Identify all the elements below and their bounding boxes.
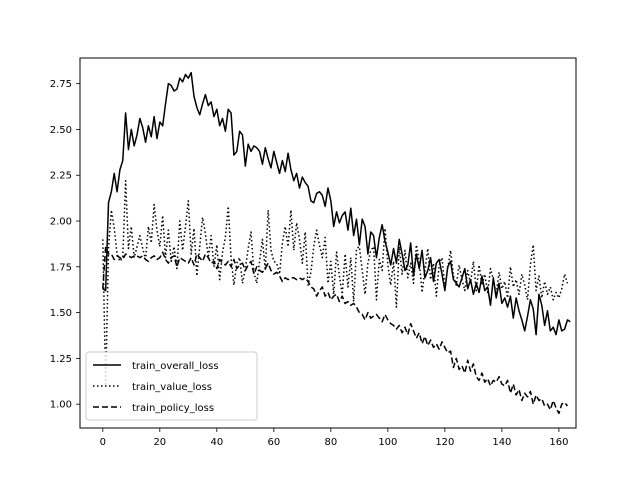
legend-label-train-value-loss: train_value_loss <box>132 382 212 393</box>
y-tick-label: 2.00 <box>50 217 72 228</box>
x-tick-label: 20 <box>153 437 166 448</box>
y-tick-label: 1.50 <box>50 308 72 319</box>
x-tick-label: 0 <box>100 437 106 448</box>
y-tick-label: 1.75 <box>50 262 72 273</box>
y-tick-label: 2.75 <box>50 79 72 90</box>
series-line-train-value-loss <box>102 179 569 387</box>
y-tick-label: 2.50 <box>50 125 72 136</box>
legend-box <box>85 351 258 421</box>
x-axis: 0 20 40 60 80 100 120 140 160 <box>100 428 568 448</box>
axes-frame <box>79 57 577 429</box>
x-tick-label: 80 <box>324 437 337 448</box>
y-tick-label: 2.25 <box>50 171 72 182</box>
y-tick-label: 1.00 <box>50 400 72 411</box>
series-line-train-overall-loss <box>102 71 571 336</box>
legend-label-train-overall-loss: train_overall_loss <box>132 361 219 372</box>
x-tick-label: 40 <box>210 437 223 448</box>
series-line-train-policy-loss <box>102 245 569 415</box>
y-axis: 1.00 1.25 1.50 1.75 2.00 2.25 2.50 2.75 <box>50 79 80 411</box>
x-tick-label: 100 <box>378 437 397 448</box>
x-tick-label: 160 <box>549 437 568 448</box>
series-layer <box>102 71 571 415</box>
x-tick-label: 120 <box>435 437 454 448</box>
legend: train_overall_loss train_value_loss train_… <box>85 351 258 421</box>
x-tick-label: 60 <box>267 437 280 448</box>
y-tick-label: 1.25 <box>50 354 72 365</box>
legend-label-train-policy-loss: train_policy_loss <box>132 403 214 414</box>
x-tick-label: 140 <box>492 437 511 448</box>
